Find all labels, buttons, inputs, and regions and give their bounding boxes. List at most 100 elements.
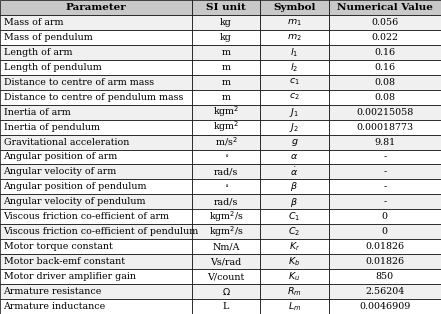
Text: $^\circ$: $^\circ$: [223, 182, 229, 192]
Text: 0: 0: [382, 227, 388, 236]
Bar: [260, 254, 329, 269]
Text: Motor torque constant: Motor torque constant: [4, 242, 112, 251]
Text: SI unit: SI unit: [206, 3, 246, 12]
Bar: [192, 179, 260, 194]
Bar: [260, 0, 329, 15]
Text: -: -: [383, 167, 386, 176]
Bar: [329, 90, 441, 105]
Bar: [260, 120, 329, 135]
Bar: [329, 30, 441, 45]
Text: Length of arm: Length of arm: [4, 48, 72, 57]
Text: Angular velocity of arm: Angular velocity of arm: [4, 167, 117, 176]
Text: rad/s: rad/s: [214, 167, 238, 176]
Bar: [260, 135, 329, 149]
Bar: [260, 15, 329, 30]
Bar: [192, 284, 260, 299]
Bar: [329, 60, 441, 75]
Text: $L_m$: $L_m$: [288, 300, 301, 313]
Text: 0.01826: 0.01826: [365, 257, 404, 266]
Text: -: -: [383, 153, 386, 161]
Bar: [260, 90, 329, 105]
Bar: [260, 284, 329, 299]
Bar: [0, 90, 192, 105]
Bar: [192, 149, 260, 165]
Bar: [329, 105, 441, 120]
Bar: [329, 299, 441, 314]
Bar: [0, 45, 192, 60]
Bar: [0, 299, 192, 314]
Text: 0.01826: 0.01826: [365, 242, 404, 251]
Bar: [329, 209, 441, 224]
Text: Angular position of arm: Angular position of arm: [4, 153, 118, 161]
Text: 0.00215058: 0.00215058: [356, 108, 413, 116]
Bar: [0, 60, 192, 75]
Bar: [329, 149, 441, 165]
Text: Inertia of pendulum: Inertia of pendulum: [4, 122, 100, 132]
Bar: [329, 239, 441, 254]
Text: kgm$^2$/s: kgm$^2$/s: [209, 225, 243, 239]
Bar: [329, 15, 441, 30]
Bar: [192, 224, 260, 239]
Text: Symbol: Symbol: [273, 3, 316, 12]
Text: Parameter: Parameter: [66, 3, 126, 12]
Bar: [329, 120, 441, 135]
Bar: [260, 165, 329, 179]
Text: 0.022: 0.022: [371, 33, 398, 42]
Bar: [192, 135, 260, 149]
Text: 2.56204: 2.56204: [365, 287, 404, 296]
Bar: [329, 284, 441, 299]
Text: Numerical Value: Numerical Value: [337, 3, 433, 12]
Text: kgm$^2$: kgm$^2$: [213, 105, 239, 119]
Bar: [0, 209, 192, 224]
Text: Armature inductance: Armature inductance: [4, 302, 106, 311]
Text: m: m: [221, 93, 231, 102]
Text: $m_2$: $m_2$: [287, 32, 302, 43]
Text: rad/s: rad/s: [214, 198, 238, 206]
Text: $l_2$: $l_2$: [290, 61, 299, 73]
Text: Viscous friction co-efficient of pendulum: Viscous friction co-efficient of pendulu…: [4, 227, 199, 236]
Bar: [329, 194, 441, 209]
Bar: [329, 254, 441, 269]
Bar: [0, 105, 192, 120]
Text: m: m: [221, 63, 231, 72]
Text: $R_m$: $R_m$: [287, 285, 302, 298]
Text: 0.16: 0.16: [374, 48, 395, 57]
Bar: [192, 299, 260, 314]
Bar: [0, 30, 192, 45]
Text: $\dot{\beta}$: $\dot{\beta}$: [291, 194, 298, 210]
Bar: [260, 30, 329, 45]
Bar: [0, 284, 192, 299]
Bar: [0, 0, 192, 15]
Text: Distance to centre of pendulum mass: Distance to centre of pendulum mass: [4, 93, 183, 102]
Text: kgm$^2$/s: kgm$^2$/s: [209, 209, 243, 224]
Bar: [192, 269, 260, 284]
Bar: [260, 224, 329, 239]
Text: $\dot{\alpha}$: $\dot{\alpha}$: [290, 166, 299, 178]
Text: 0.0046909: 0.0046909: [359, 302, 411, 311]
Text: Inertia of arm: Inertia of arm: [4, 108, 70, 116]
Bar: [260, 194, 329, 209]
Text: Gravitational acceleration: Gravitational acceleration: [4, 138, 129, 147]
Bar: [0, 179, 192, 194]
Text: 0.00018773: 0.00018773: [356, 122, 413, 132]
Bar: [192, 45, 260, 60]
Bar: [192, 254, 260, 269]
Bar: [329, 165, 441, 179]
Bar: [0, 15, 192, 30]
Text: Motor driver amplifier gain: Motor driver amplifier gain: [4, 272, 135, 281]
Bar: [260, 75, 329, 90]
Bar: [0, 239, 192, 254]
Text: $\beta$: $\beta$: [291, 181, 298, 193]
Bar: [260, 45, 329, 60]
Bar: [192, 90, 260, 105]
Text: kg: kg: [220, 33, 232, 42]
Bar: [329, 75, 441, 90]
Bar: [192, 209, 260, 224]
Text: Mass of pendulum: Mass of pendulum: [4, 33, 92, 42]
Text: $K_b$: $K_b$: [288, 255, 300, 268]
Bar: [260, 209, 329, 224]
Text: L: L: [223, 302, 229, 311]
Bar: [192, 105, 260, 120]
Text: 0.056: 0.056: [371, 18, 398, 27]
Bar: [260, 60, 329, 75]
